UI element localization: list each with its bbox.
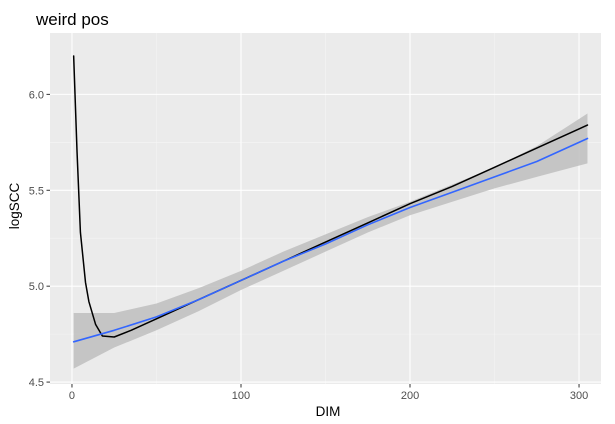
series-line-layer (72, 55, 589, 343)
chart-title: weird pos (35, 10, 109, 29)
x-axis-ticks: 0 100 200 300 (69, 384, 588, 402)
x-axis-label: DIM (316, 404, 341, 419)
y-tick-label: 5.5 (29, 185, 44, 197)
x-tick-label: 100 (232, 390, 250, 402)
y-tick-label: 4.5 (29, 377, 44, 389)
x-tick-label: 200 (401, 390, 419, 402)
y-tick-label: 5.0 (29, 281, 44, 293)
y-axis-label: logSCC (7, 182, 22, 229)
x-tick-label: 300 (570, 390, 588, 402)
y-axis-ticks: 4.5 5.0 5.5 6.0 (29, 89, 50, 389)
x-tick-label: 0 (69, 390, 75, 402)
y-tick-label: 6.0 (29, 89, 44, 101)
smooth-fit-line (72, 137, 589, 343)
major-gridlines (50, 33, 601, 384)
